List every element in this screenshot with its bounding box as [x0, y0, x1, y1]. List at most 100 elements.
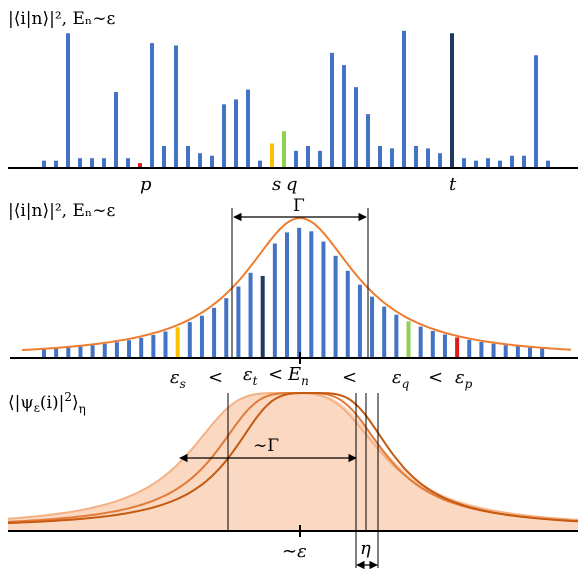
panel2-bar	[540, 348, 545, 358]
panel2-bar	[212, 307, 217, 358]
lt-1: <	[208, 367, 223, 388]
gamma-label: Γ	[293, 196, 305, 216]
label-eps-t: εt	[243, 364, 258, 388]
panel2-bar	[224, 298, 229, 358]
panel1-bar	[390, 148, 394, 168]
panel1-bar	[186, 145, 190, 168]
panel2-bar	[199, 315, 204, 358]
label-eps-s: εs	[170, 367, 186, 391]
panel2-bar	[309, 231, 314, 358]
panel1-bar	[102, 158, 106, 168]
panel2-bar	[260, 275, 265, 358]
panel2-bar	[394, 314, 399, 358]
panel1-bar	[150, 43, 154, 168]
panel1-bar	[318, 150, 322, 168]
panel1-bar	[462, 158, 466, 168]
panel2-bar	[236, 286, 241, 358]
panel2-title: |⟨i|n⟩|², Eₙ∼ε	[8, 201, 115, 221]
panel2-bar	[42, 349, 46, 358]
panel1-bar	[282, 131, 286, 168]
panel1-bar	[306, 145, 310, 168]
panel1-bar	[42, 160, 46, 168]
panel1-bar	[162, 145, 166, 168]
panel2-bar	[515, 346, 520, 358]
panel2-bar	[163, 331, 168, 358]
panel1-bar	[342, 65, 346, 168]
panel2-bar	[127, 340, 132, 358]
panel1-bar	[426, 148, 430, 168]
panel2-bar	[491, 343, 496, 358]
panel2-bar	[370, 296, 375, 358]
panel1-bar	[258, 160, 262, 168]
panel1-bar	[534, 55, 538, 168]
panel2-bar	[248, 272, 253, 358]
panel2-bar	[151, 334, 156, 358]
panel2-bar	[442, 334, 447, 358]
panel1-bar	[54, 160, 58, 168]
panel1-bar	[366, 114, 370, 168]
label-q: q	[286, 174, 298, 195]
panel1-bar	[138, 163, 142, 168]
panel2-bar	[272, 243, 277, 358]
label-t: t	[449, 174, 457, 195]
panel1-bar	[414, 145, 418, 168]
panel1-bar	[66, 33, 70, 168]
lt-3: <	[342, 367, 357, 388]
panel2-bar	[139, 337, 144, 358]
lt-2: <	[268, 364, 283, 385]
panel2-bar	[503, 345, 508, 358]
panel1-bar	[378, 145, 382, 168]
panel3-title: ⟨|ψε(i)|2⟩η	[8, 390, 86, 416]
panel1-bar	[90, 158, 94, 168]
panel1-bar	[270, 143, 274, 168]
panel1-bar	[438, 153, 442, 168]
panel1-bar	[450, 33, 454, 168]
panel2-bar	[430, 330, 435, 358]
panel2-bar	[382, 306, 387, 358]
panel2-bar	[321, 241, 326, 358]
panel2-bar	[90, 345, 95, 358]
panel1-bar	[498, 160, 502, 168]
panel1-bars	[42, 30, 550, 168]
panel1-bar	[522, 155, 526, 168]
panel2-bar	[187, 322, 192, 358]
panel1-bar	[510, 155, 514, 168]
panel2-bar	[418, 326, 423, 358]
panel2-bar	[333, 255, 338, 358]
panel-top: |⟨i|n⟩|², Eₙ∼ε p s q t	[8, 9, 578, 195]
panel2-bar	[285, 232, 289, 358]
panel1-bar	[126, 158, 130, 168]
label-eps-q: εq	[392, 367, 410, 391]
panel1-bar	[330, 52, 334, 168]
panel1-bar	[174, 45, 178, 168]
panel2-bar	[66, 347, 71, 358]
label-p: p	[140, 174, 152, 195]
panel1-bar	[354, 87, 358, 168]
lorentzian-envelope	[21, 216, 572, 352]
panel2-bar	[102, 343, 107, 358]
panel1-bar	[210, 155, 214, 168]
panel-bottom: ⟨|ψε(i)|2⟩η ∼Γ ∼ε η	[7, 390, 579, 570]
panel1-bar	[546, 160, 550, 168]
panel1-bar	[198, 153, 202, 168]
panel2-bar	[357, 284, 362, 358]
panel2-bar	[479, 341, 484, 358]
panel2-bars	[42, 227, 545, 358]
label-s: s	[272, 174, 281, 195]
panel2-bar	[455, 337, 460, 358]
panel1-bar	[474, 160, 478, 168]
panel2-bar	[78, 346, 83, 358]
panel1-bar	[222, 104, 226, 168]
label-En: En	[287, 364, 309, 388]
panel2-bar	[175, 327, 180, 358]
panel1-bar	[402, 30, 406, 168]
panel2-bar	[345, 270, 350, 358]
panel2-bar	[467, 339, 472, 358]
panel1-title: |⟨i|n⟩|², Eₙ∼ε	[8, 9, 115, 29]
panel2-bar	[297, 227, 302, 358]
panel-middle: |⟨i|n⟩|², Eₙ∼ε Γ εs < εt < En < εq < εp	[8, 196, 578, 391]
panel2-bar	[54, 348, 59, 358]
eta-label: η	[360, 538, 371, 559]
label-eps-p: εp	[455, 367, 473, 391]
